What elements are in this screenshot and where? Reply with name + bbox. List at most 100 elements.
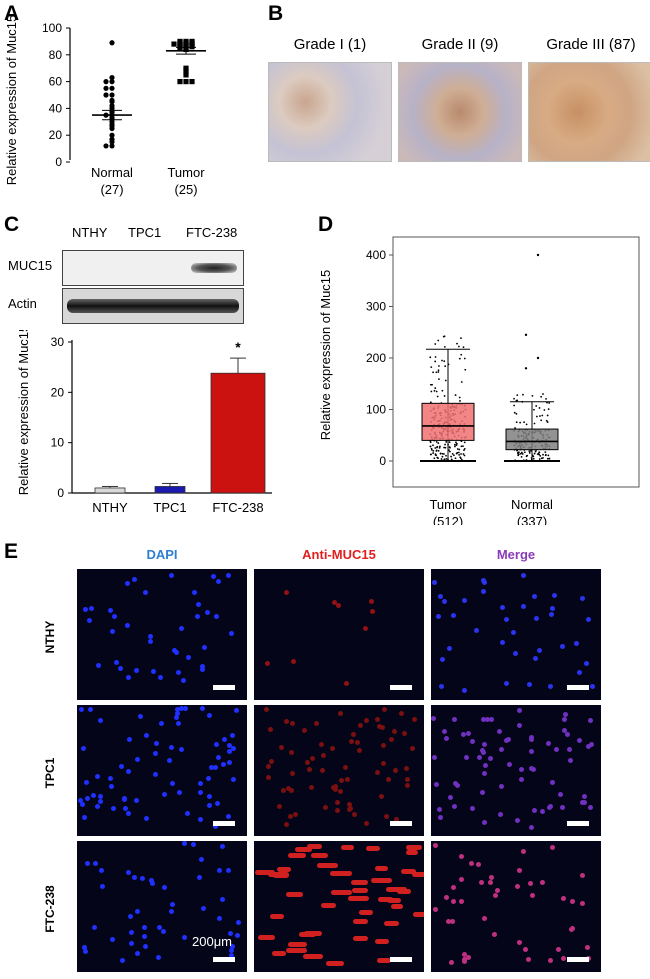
scale-bar [390,685,412,690]
panel-label-d: D [318,213,334,236]
cell [197,780,203,786]
jitter-point-0-15 [437,369,440,372]
cell [432,842,438,848]
cell [255,870,276,876]
cell [513,650,519,656]
jitter-point-1-111 [520,455,523,458]
cell [378,793,384,799]
cell [197,789,203,795]
cell [338,711,344,717]
cell [529,893,535,899]
cell [384,813,390,819]
cell [560,643,566,649]
cell [413,912,424,918]
cell [529,765,535,771]
cell [214,742,220,748]
jitter-point-0-220 [435,440,438,443]
cell [557,792,563,798]
cell [185,810,191,816]
cell [526,957,532,963]
cell [226,743,232,749]
jitter-point-0-99 [432,371,435,374]
cell [276,867,291,873]
cell [583,661,589,666]
normal-point-1 [109,74,115,81]
cell [448,959,454,965]
cell [517,722,523,728]
cell [455,782,461,788]
cell [506,761,512,767]
cell [213,613,219,619]
cell [347,806,353,812]
cell [577,738,583,744]
cell [108,608,114,614]
panel-d-ytick-label-4: 400 [366,248,386,262]
cell [207,802,213,808]
cell [545,741,551,747]
jitter-point-1-163 [526,454,529,457]
jitter-point-1-169 [523,451,526,454]
jitter-point-0-242 [437,449,440,452]
panel-d-ytick-label-0: 0 [379,454,386,468]
scale-bar [567,685,589,690]
cell [504,680,510,686]
tumor-point-19 [183,65,189,71]
cell [439,656,445,662]
cell [384,921,399,927]
cell [126,736,132,742]
cell [465,731,471,736]
tumor-point-24 [189,79,195,85]
cell [124,581,130,587]
cell [392,728,398,734]
jitter-point-1-168 [531,394,534,397]
cell [499,639,505,645]
jitter-point-1-97 [533,452,536,455]
jitter-point-1-151 [521,453,524,455]
cell [586,617,592,623]
jitter-point-1-152 [525,423,528,426]
cell [334,800,340,806]
tumor-point-9 [171,41,177,47]
cell [554,747,560,753]
cell [579,900,585,906]
cell [393,816,399,822]
cell [190,842,196,848]
cell [431,715,437,721]
jitter-point-1-19 [545,419,548,422]
jitter-point-0-68 [430,366,433,369]
cell [515,883,521,889]
cell [473,627,479,633]
panel-c-cat-ftc238: FTC-238 [212,500,263,515]
cell [330,889,353,895]
cell [216,868,222,874]
jitter-point-1-56 [546,421,549,423]
cell [229,943,235,949]
cell [97,718,103,724]
cell [271,951,286,957]
cell [412,871,424,877]
cell [127,913,133,919]
cell [452,803,458,809]
cell [228,947,234,953]
cell [313,721,319,727]
bar-tpc1 [154,486,186,494]
cell [181,934,187,940]
cell [357,747,363,753]
cell [531,594,537,600]
cell [266,650,271,655]
if-image-nthy-anti-muc15 [254,569,424,700]
panel-a-ylabel: Relative expression of Muc15 [4,15,19,186]
tumor-point-22 [183,79,189,85]
jitter-point-1-5 [515,412,518,415]
cell [389,671,394,676]
box-tumor [421,402,475,441]
cell [157,924,163,930]
cell [481,577,487,583]
outlier-normal-1 [524,333,528,337]
normal-point-22 [109,132,115,138]
panel-label-e: E [4,540,19,563]
cell [258,935,275,941]
cell [381,706,387,712]
cell [409,627,414,632]
cell [134,756,140,762]
